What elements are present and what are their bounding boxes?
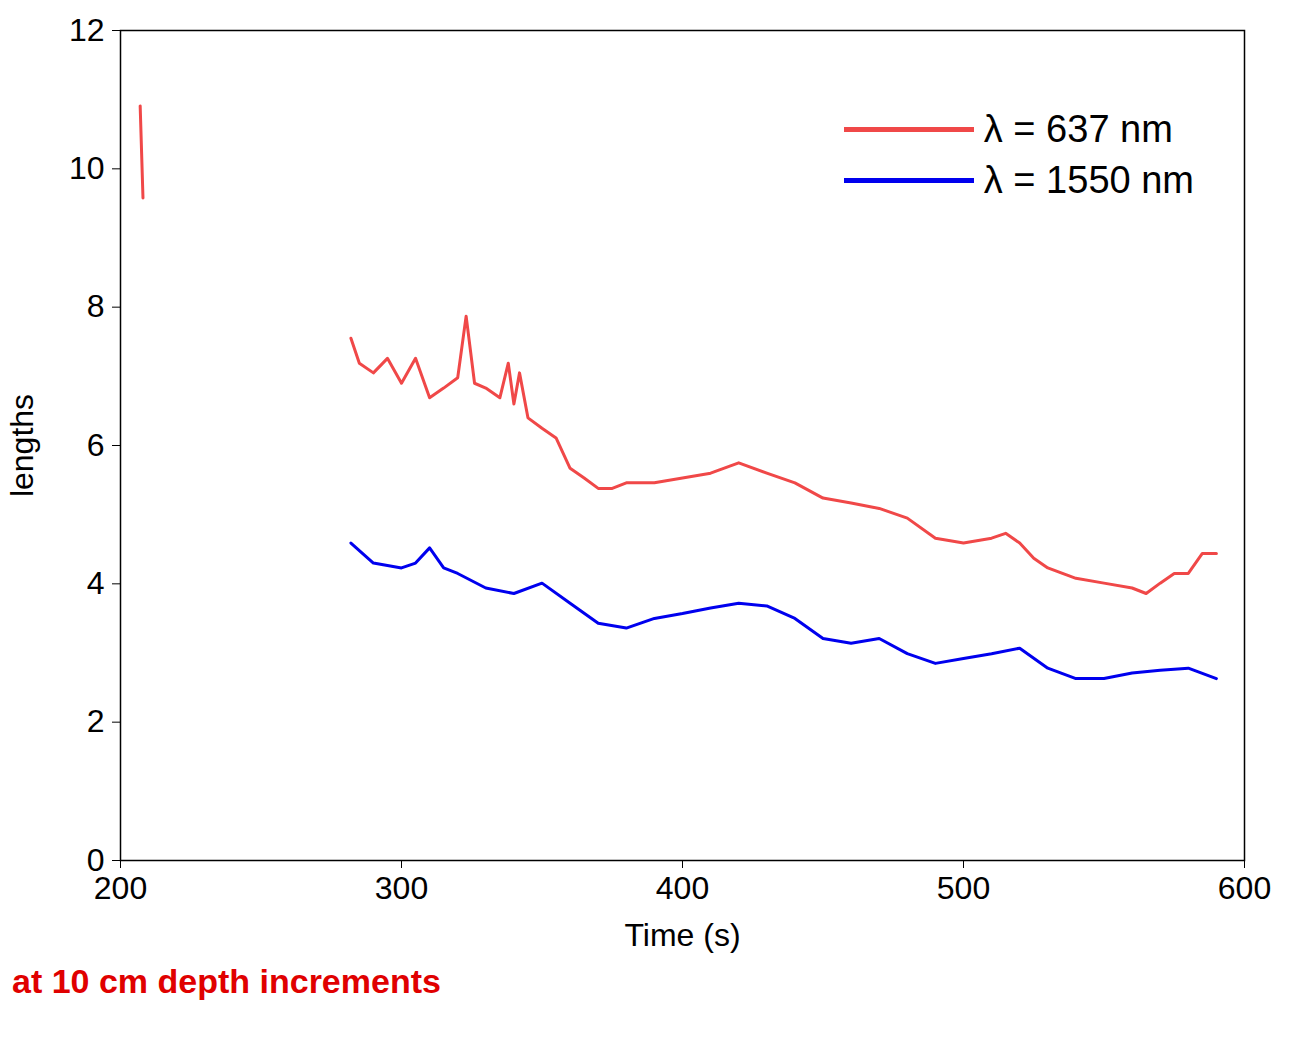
svg-text:lengths: lengths — [4, 394, 40, 497]
svg-text:6: 6 — [87, 427, 105, 463]
svg-text:200: 200 — [94, 870, 147, 906]
svg-text:10: 10 — [69, 150, 105, 186]
svg-text:300: 300 — [375, 870, 428, 906]
svg-text:400: 400 — [656, 870, 709, 906]
svg-text:Time (s): Time (s) — [624, 917, 740, 953]
html-text:λ = 1550 nm: λ = 1550 nm — [983, 159, 1194, 201]
svg-text:500: 500 — [937, 870, 990, 906]
html-text:λ = 637 nm: λ = 637 nm — [983, 108, 1173, 150]
html-text:at 10 cm depth increments: at 10 cm depth increments — [12, 962, 441, 1000]
svg-text:0: 0 — [86, 841, 105, 878]
svg-text:12: 12 — [69, 12, 105, 48]
svg-text:4: 4 — [87, 565, 105, 601]
svg-text:600: 600 — [1218, 870, 1271, 906]
svg-text:8: 8 — [87, 288, 105, 324]
svg-text:2: 2 — [87, 703, 105, 739]
